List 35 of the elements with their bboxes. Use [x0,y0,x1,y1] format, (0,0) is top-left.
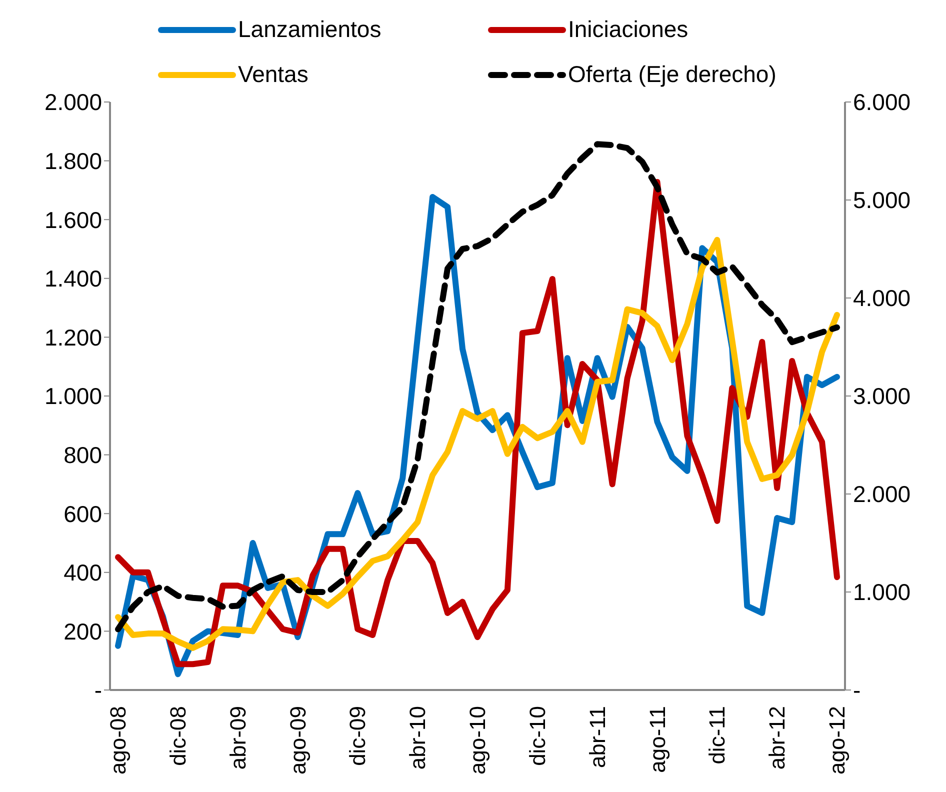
x-tick-label: abr-09 [225,706,250,770]
x-tick-label: ago-12 [824,706,850,775]
x-tick-label: ago-10 [465,706,490,775]
x-tick-label: abr-11 [584,706,610,768]
y-tick-label: 800 [64,442,102,468]
y-tick-label: 2.000 [44,89,102,116]
x-tick-label: dic-11 [704,706,730,764]
y-tick-label: 1.000 [44,383,102,410]
y-tick-label: 1.800 [44,148,102,174]
y2-tick-label: 3.000 [853,383,911,410]
x-tick-label: ago-11 [644,706,670,773]
y-tick-label: 1.600 [44,206,102,233]
y2-tick-label: 1.000 [853,579,911,606]
x-tick-label: abr-10 [405,706,430,770]
x-tick-label: dic-10 [524,706,550,766]
x-tick-label: dic-09 [345,706,370,766]
x-tick-label: ago-09 [285,706,310,775]
x-tick-label: ago-08 [106,706,130,775]
y-tick-label: 200 [64,618,102,644]
y-tick-label: 1.400 [44,266,102,292]
y2-tick-label: 4.000 [853,285,911,312]
y-tick-label: 600 [64,500,102,527]
x-tick-label: abr-12 [764,706,790,770]
legend-label: Ventas [238,61,308,88]
legend-label: Iniciaciones [568,16,688,43]
legend-label: Oferta (Eje derecho) [568,61,776,88]
y2-tick-label: 2.000 [853,481,911,508]
y2-tick-label: - [853,677,861,704]
y2-tick-label: 6.000 [853,89,911,116]
y-tick-label: 1.200 [44,324,102,350]
y2-tick-label: 5.000 [853,187,911,214]
legend-label: Lanzamientos [238,16,382,43]
y-tick-label: - [94,677,102,704]
y-tick-label: 400 [64,560,102,586]
x-tick-label: dic-08 [165,706,190,766]
